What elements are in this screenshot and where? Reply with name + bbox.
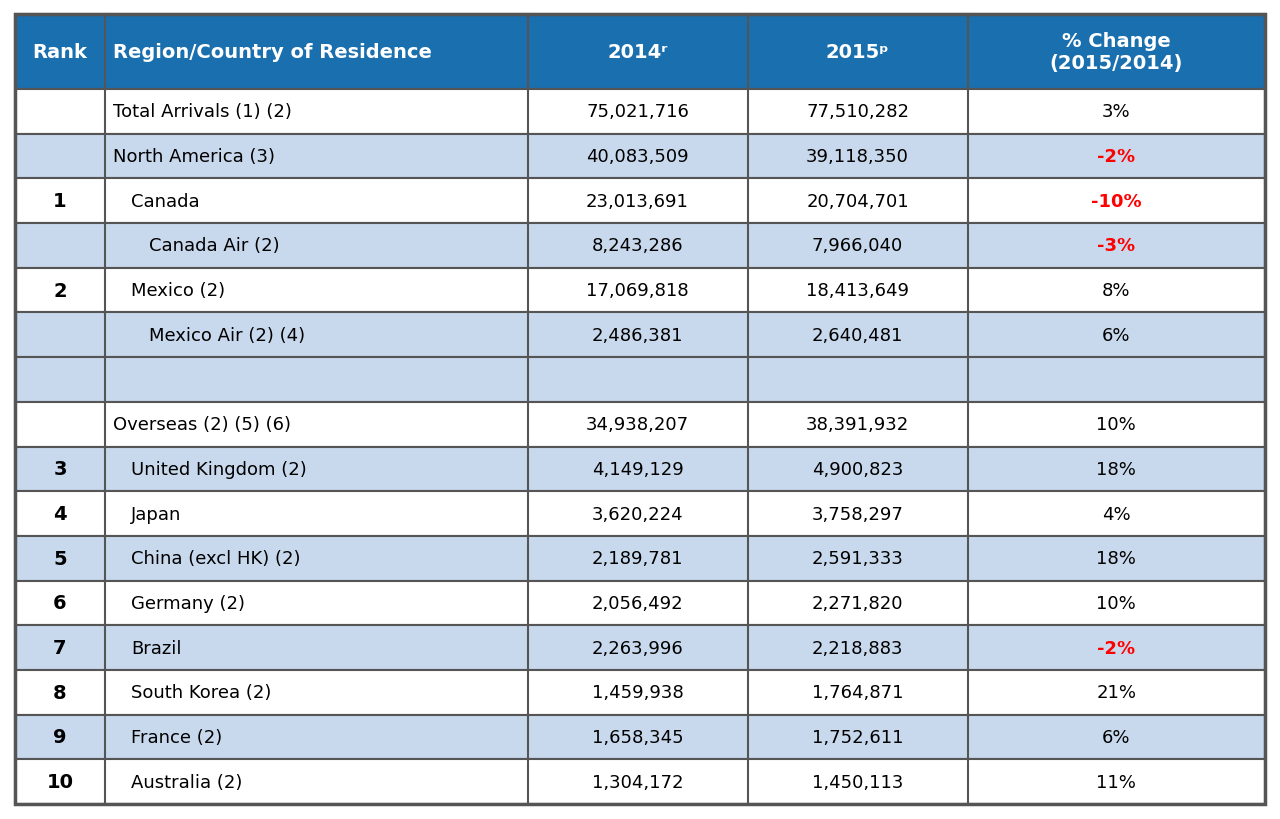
- Text: China (excl HK) (2): China (excl HK) (2): [131, 550, 301, 568]
- Text: 7,966,040: 7,966,040: [812, 238, 904, 255]
- Text: 5: 5: [54, 549, 67, 568]
- Text: 2014ʳ: 2014ʳ: [607, 43, 668, 62]
- Text: 2,263,996: 2,263,996: [591, 639, 684, 657]
- Bar: [15, 491, 1265, 536]
- Text: 7: 7: [54, 638, 67, 658]
- Text: 3,758,297: 3,758,297: [812, 505, 904, 523]
- Text: 6%: 6%: [1102, 728, 1130, 746]
- Text: 2,640,481: 2,640,481: [812, 327, 904, 344]
- Text: -2%: -2%: [1097, 639, 1135, 657]
- Text: Mexico (2): Mexico (2): [131, 282, 225, 300]
- Text: 4%: 4%: [1102, 505, 1130, 523]
- Text: 10: 10: [46, 772, 73, 791]
- Text: 3: 3: [54, 459, 67, 479]
- Bar: [15, 313, 1265, 358]
- Text: 2,056,492: 2,056,492: [591, 594, 684, 612]
- Text: United Kingdom (2): United Kingdom (2): [131, 460, 307, 478]
- Text: 23,013,691: 23,013,691: [586, 192, 689, 210]
- Text: 1,764,871: 1,764,871: [812, 683, 904, 701]
- Bar: [15, 269, 1265, 313]
- Text: 10%: 10%: [1097, 416, 1137, 433]
- Bar: [15, 358, 1265, 402]
- Text: 2,271,820: 2,271,820: [812, 594, 904, 612]
- Text: 8,243,286: 8,243,286: [591, 238, 684, 255]
- Text: -2%: -2%: [1097, 148, 1135, 165]
- Bar: [15, 15, 1265, 90]
- Text: 4: 4: [54, 505, 67, 523]
- Bar: [15, 715, 1265, 759]
- Text: 40,083,509: 40,083,509: [586, 148, 689, 165]
- Bar: [15, 581, 1265, 626]
- Text: 34,938,207: 34,938,207: [586, 416, 689, 433]
- Text: 3,620,224: 3,620,224: [591, 505, 684, 523]
- Text: 9: 9: [54, 727, 67, 747]
- Text: 2,189,781: 2,189,781: [591, 550, 684, 568]
- Text: 75,021,716: 75,021,716: [586, 103, 689, 121]
- Text: Overseas (2) (5) (6): Overseas (2) (5) (6): [113, 416, 291, 433]
- Text: Germany (2): Germany (2): [131, 594, 244, 612]
- Text: Total Arrivals (1) (2): Total Arrivals (1) (2): [113, 103, 292, 121]
- Text: Canada Air (2): Canada Air (2): [148, 238, 279, 255]
- Bar: [15, 402, 1265, 447]
- Text: 6: 6: [54, 594, 67, 613]
- Text: Rank: Rank: [32, 43, 87, 62]
- Text: 1: 1: [54, 192, 67, 211]
- Bar: [15, 90, 1265, 134]
- Text: South Korea (2): South Korea (2): [131, 683, 271, 701]
- Text: 20,704,701: 20,704,701: [806, 192, 909, 210]
- Text: Region/Country of Residence: Region/Country of Residence: [113, 43, 431, 62]
- Text: 21%: 21%: [1096, 683, 1137, 701]
- Text: Mexico Air (2) (4): Mexico Air (2) (4): [148, 327, 305, 344]
- Bar: [15, 759, 1265, 804]
- Text: 39,118,350: 39,118,350: [806, 148, 909, 165]
- Text: 2015ᵖ: 2015ᵖ: [826, 43, 890, 62]
- Bar: [15, 626, 1265, 670]
- Text: 17,069,818: 17,069,818: [586, 282, 689, 300]
- Text: 10%: 10%: [1097, 594, 1137, 612]
- Bar: [15, 447, 1265, 491]
- Text: 18%: 18%: [1096, 460, 1137, 478]
- Text: 2,486,381: 2,486,381: [591, 327, 684, 344]
- Text: 1,752,611: 1,752,611: [812, 728, 904, 746]
- Text: 11%: 11%: [1096, 772, 1137, 790]
- Text: 18,413,649: 18,413,649: [806, 282, 909, 300]
- Text: Japan: Japan: [131, 505, 182, 523]
- Text: 2: 2: [54, 281, 67, 301]
- Bar: [15, 224, 1265, 269]
- Text: 2,218,883: 2,218,883: [812, 639, 904, 657]
- Text: % Change
(2015/2014): % Change (2015/2014): [1050, 32, 1183, 73]
- Text: 1,459,938: 1,459,938: [591, 683, 684, 701]
- Text: Canada: Canada: [131, 192, 200, 210]
- Text: 6%: 6%: [1102, 327, 1130, 344]
- Text: Brazil: Brazil: [131, 639, 182, 657]
- Bar: [15, 536, 1265, 581]
- Text: 3%: 3%: [1102, 103, 1130, 121]
- Text: North America (3): North America (3): [113, 148, 275, 165]
- Text: 1,304,172: 1,304,172: [591, 772, 684, 790]
- Text: France (2): France (2): [131, 728, 223, 746]
- Text: Australia (2): Australia (2): [131, 772, 242, 790]
- Text: 4,900,823: 4,900,823: [812, 460, 904, 478]
- Text: -10%: -10%: [1091, 192, 1142, 210]
- Bar: [15, 670, 1265, 715]
- Text: 1,450,113: 1,450,113: [812, 772, 904, 790]
- Text: 4,149,129: 4,149,129: [591, 460, 684, 478]
- Text: 8: 8: [54, 683, 67, 702]
- Text: 8%: 8%: [1102, 282, 1130, 300]
- Text: 18%: 18%: [1096, 550, 1137, 568]
- Text: 77,510,282: 77,510,282: [806, 103, 909, 121]
- Text: 1,658,345: 1,658,345: [591, 728, 684, 746]
- Text: -3%: -3%: [1097, 238, 1135, 255]
- Bar: [15, 179, 1265, 224]
- Text: 2,591,333: 2,591,333: [812, 550, 904, 568]
- Text: 38,391,932: 38,391,932: [806, 416, 909, 433]
- Bar: [15, 134, 1265, 179]
